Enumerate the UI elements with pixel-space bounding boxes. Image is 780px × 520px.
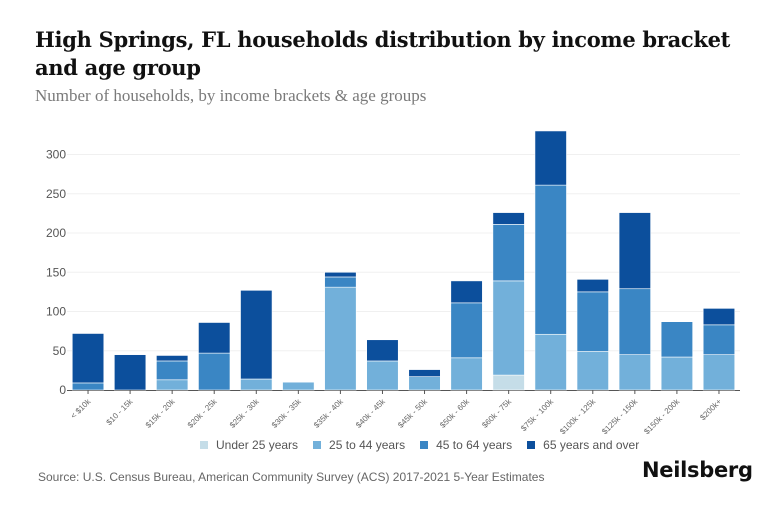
bar-stack <box>702 308 736 391</box>
bar-segment <box>450 357 483 391</box>
legend-item[interactable]: 45 to 64 years <box>420 438 512 452</box>
bar-segment <box>366 360 399 391</box>
bar-stack <box>198 322 231 391</box>
y-tick-label: 50 <box>53 344 67 358</box>
bar-segment <box>702 324 736 355</box>
bar-stack <box>660 321 693 391</box>
x-tick-label: $200k+ <box>698 397 723 422</box>
x-tick-label: $10 - 15k <box>105 396 136 427</box>
bar-stack <box>71 333 105 391</box>
bar-segment <box>702 354 736 391</box>
chart-legend: Under 25 years 25 to 44 years 45 to 64 yea… <box>200 438 639 452</box>
legend-item[interactable]: 25 to 44 years <box>313 438 405 452</box>
bar-segment <box>618 354 651 391</box>
bar-segment <box>324 271 357 278</box>
bar-stack <box>534 130 567 391</box>
chart-subtitle: Number of households, by income brackets… <box>35 86 427 105</box>
x-tick-label: $20k - 25k <box>186 396 219 429</box>
bar-segment <box>492 212 525 225</box>
legend-label: 45 to 64 years <box>436 438 513 452</box>
bar-segment <box>576 351 609 391</box>
bar-segment <box>492 280 525 376</box>
bar-segment <box>408 369 441 377</box>
x-tick-label: $25k - 30k <box>228 396 261 429</box>
legend-item[interactable]: 65 years and over <box>527 438 639 452</box>
bar-segment <box>71 382 105 391</box>
bar-stack <box>240 290 273 391</box>
legend-swatch-icon <box>527 441 536 449</box>
source-note: Source: U.S. Census Bureau, American Com… <box>38 470 545 484</box>
bar-stack <box>114 354 147 391</box>
bar-stack <box>366 339 399 391</box>
legend-label: 25 to 44 years <box>329 438 406 452</box>
bar-segment <box>156 355 189 362</box>
bar-segment <box>660 356 693 391</box>
bar-segment <box>324 286 357 391</box>
x-tick-label: $40k - 45k <box>354 396 387 429</box>
bar-segment <box>618 288 651 355</box>
x-tick-label: $35k - 40k <box>312 396 345 429</box>
bar-segment <box>198 322 231 354</box>
bar-stack <box>408 369 441 391</box>
bars <box>71 130 736 391</box>
bar-segment <box>534 184 567 335</box>
chart-title: High Springs, FL households distribution… <box>35 27 731 80</box>
y-tick-label: 200 <box>46 226 66 240</box>
x-tick-label: < $10k <box>69 396 93 420</box>
brand-logo: Neilsberg <box>642 458 753 482</box>
bar-segment <box>450 302 483 359</box>
x-tick-label: $15k - 20k <box>144 396 177 429</box>
bar-segment <box>534 333 567 391</box>
bar-segment <box>576 279 609 293</box>
bar-stack <box>450 280 483 391</box>
y-tick-label: 100 <box>46 305 66 319</box>
bar-segment <box>702 308 736 326</box>
x-tick-label: $125k - 150k <box>600 396 640 436</box>
bar-segment <box>660 321 693 358</box>
bar-segment <box>114 354 147 391</box>
bar-stack <box>156 355 189 391</box>
x-tick-label: $60k - 75k <box>480 396 513 429</box>
legend-label: Under 25 years <box>216 438 299 452</box>
x-tick-label: $100k - 125k <box>558 396 598 436</box>
bar-segment <box>156 379 189 391</box>
bar-segment <box>534 130 567 186</box>
x-tick-label: $30k - 35k <box>270 396 303 429</box>
legend-swatch-icon <box>200 441 208 449</box>
bar-segment <box>71 333 105 384</box>
bar-segment <box>618 212 651 290</box>
bar-segment <box>240 378 273 391</box>
legend-label: 65 years and over <box>543 438 640 452</box>
bar-stack <box>618 212 651 391</box>
bar-segment <box>240 290 273 380</box>
bar-segment <box>492 224 525 282</box>
bar-stack <box>282 381 315 391</box>
bar-segment <box>408 376 441 391</box>
legend-item[interactable]: Under 25 years <box>200 438 298 452</box>
bar-segment <box>366 339 399 362</box>
y-tick-label: 0 <box>59 383 66 397</box>
legend-swatch-icon <box>313 441 322 449</box>
y-axis-ticks: 0 50 100 150 200 250 300 <box>46 148 66 398</box>
x-axis-ticks: < $10k $10 - 15k $15k - 20k $20k - 25k $25k … <box>69 390 724 436</box>
y-tick-label: 150 <box>46 265 66 279</box>
legend-swatch-icon <box>420 441 429 449</box>
bar-stack <box>576 279 609 391</box>
bar-segment <box>576 291 609 352</box>
bar-segment <box>156 360 189 381</box>
x-tick-label: $50k - 60k <box>438 396 471 429</box>
y-tick-label: 300 <box>46 148 66 162</box>
bar-stack <box>492 212 525 391</box>
x-tick-label: $75k - 100k <box>519 396 556 433</box>
bar-segment <box>324 276 357 288</box>
bar-stack <box>324 271 357 391</box>
bar-segment <box>492 374 525 391</box>
x-tick-label: $150k - 200k <box>642 396 682 436</box>
y-tick-label: 250 <box>46 187 66 201</box>
bar-segment <box>450 280 483 304</box>
bar-segment <box>282 381 315 391</box>
x-tick-label: $45k - 50k <box>396 396 429 429</box>
bar-segment <box>198 352 231 391</box>
